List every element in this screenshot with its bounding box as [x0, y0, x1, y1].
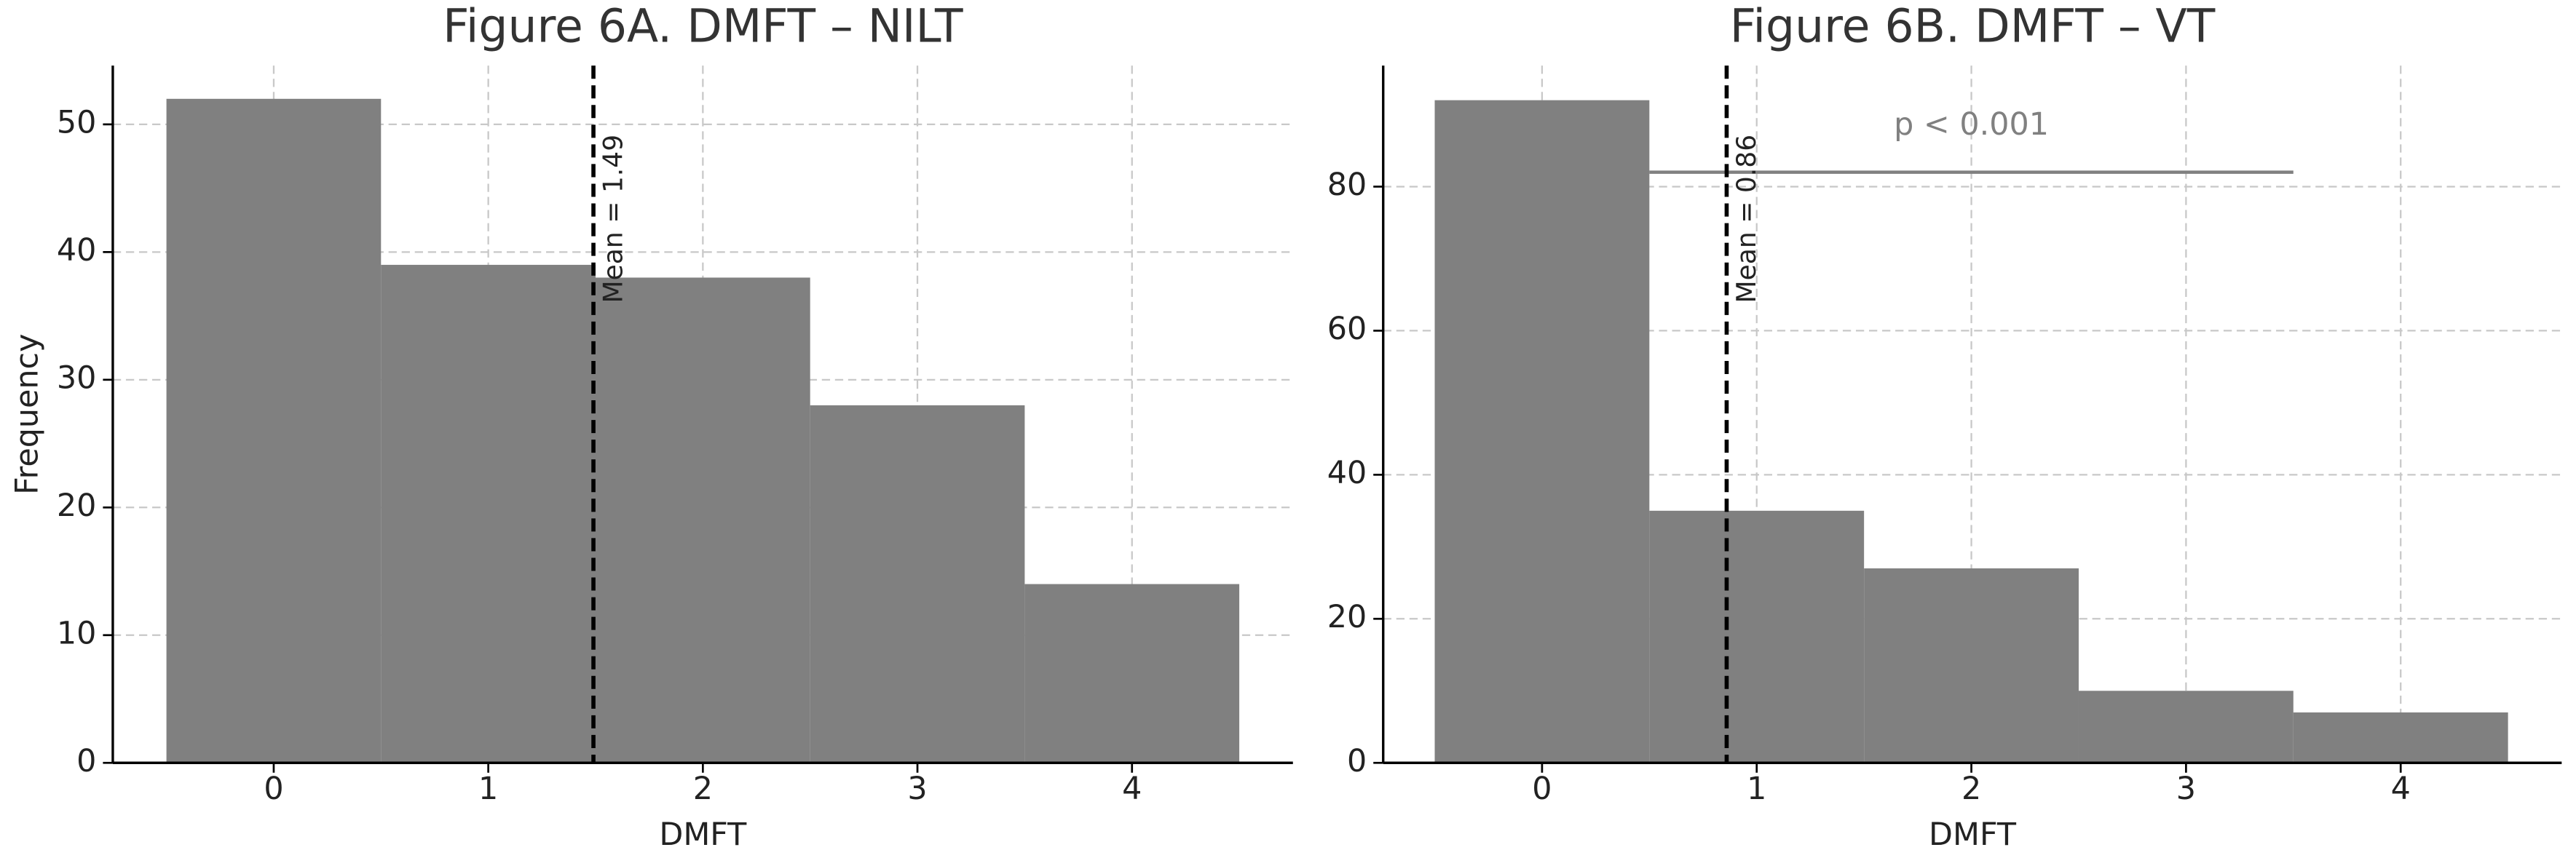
bar — [810, 405, 1025, 763]
x-tick-label: 1 — [1747, 771, 1766, 807]
y-tick-label: 40 — [1327, 455, 1367, 491]
bar — [2078, 691, 2293, 763]
y-tick-label: 0 — [1347, 743, 1367, 779]
y-tick-label: 20 — [1327, 599, 1367, 635]
x-tick-label: 2 — [1961, 771, 1981, 807]
y-tick-label: 10 — [57, 615, 97, 651]
y-tick-label: 0 — [76, 743, 96, 779]
x-tick-label: 3 — [907, 771, 927, 807]
bar — [1864, 568, 2079, 763]
y-tick-label: 20 — [57, 488, 97, 524]
x-tick-label: 0 — [1532, 771, 1552, 807]
y-tick-label: 80 — [1327, 167, 1367, 203]
y-tick-label: 30 — [57, 360, 97, 396]
y-axis-label: Frequency — [9, 334, 45, 495]
x-axis-label: DMFT — [659, 817, 747, 853]
y-tick-label: 60 — [1327, 311, 1367, 347]
x-tick-label: 2 — [693, 771, 713, 807]
x-axis-label: DMFT — [1929, 817, 2017, 853]
x-tick-label: 0 — [264, 771, 283, 807]
x-tick-label: 3 — [2176, 771, 2196, 807]
bar — [1649, 510, 1865, 763]
chart-title: Figure 6B. DMFT – VT — [1730, 0, 2216, 53]
bar — [1434, 100, 1650, 763]
y-tick-label: 40 — [57, 232, 97, 269]
x-tick-label: 4 — [1122, 771, 1142, 807]
bar — [595, 277, 810, 763]
x-tick-label: 1 — [478, 771, 498, 807]
bar — [2293, 712, 2508, 763]
mean-label: Mean = 1.49 — [598, 135, 628, 303]
y-tick-label: 50 — [57, 104, 97, 140]
bar — [166, 98, 382, 763]
chart-title: Figure 6A. DMFT – NILT — [443, 0, 963, 53]
bar — [1024, 584, 1240, 763]
bar — [381, 264, 596, 763]
significance-label: p < 0.001 — [1894, 106, 2049, 143]
mean-label: Mean = 0.86 — [1731, 135, 1762, 303]
x-tick-label: 4 — [2391, 771, 2411, 807]
